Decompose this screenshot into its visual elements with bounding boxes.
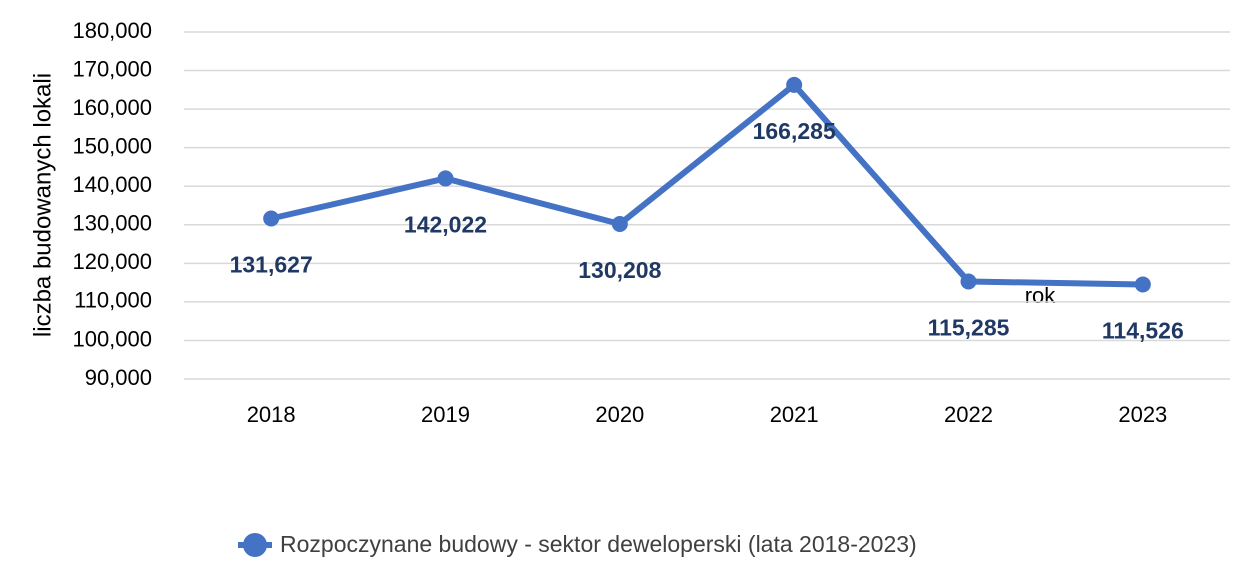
point (960, 273, 977, 290)
legend-label: Rozpoczynane budowy - sektor dewelopersk… (280, 531, 917, 557)
y-tick-label: 180,000 (72, 18, 152, 43)
point (263, 210, 280, 227)
y-axis-label: liczba budowanych lokali (29, 73, 56, 337)
x-tick-label: 2018 (247, 402, 296, 427)
y-tick-label: 130,000 (72, 211, 152, 236)
data-label: 130,208 (578, 257, 661, 283)
y-tick-label: 100,000 (72, 326, 152, 351)
data-label: 114,526 (1102, 318, 1184, 344)
y-tick-label: 150,000 (72, 133, 152, 158)
y-tick-label: 170,000 (72, 56, 152, 81)
point (611, 215, 628, 232)
y-tick-label: 90,000 (85, 365, 152, 390)
x-tick-label: 2020 (595, 402, 644, 427)
x-tick-label: 2023 (1118, 402, 1167, 427)
y-tick-label: 120,000 (72, 249, 152, 274)
x-tick-label: 2022 (944, 402, 993, 427)
point (1134, 276, 1151, 293)
x-axis-label: rok (1025, 283, 1057, 308)
y-tick-label: 110,000 (74, 288, 152, 313)
y-tick-label: 140,000 (72, 172, 152, 197)
data-label: 142,022 (404, 212, 487, 238)
series-line (270, 81, 1143, 288)
point (786, 76, 803, 93)
legend-marker (243, 533, 267, 557)
point (437, 170, 454, 187)
x-tick-label: 2019 (421, 402, 470, 427)
data-label: 115,285 (928, 315, 1010, 341)
y-tick-label: 160,000 (72, 95, 152, 120)
data-label: 166,285 (753, 118, 836, 144)
x-tick-label: 2021 (770, 402, 819, 427)
data-label: 131,627 (230, 252, 313, 278)
